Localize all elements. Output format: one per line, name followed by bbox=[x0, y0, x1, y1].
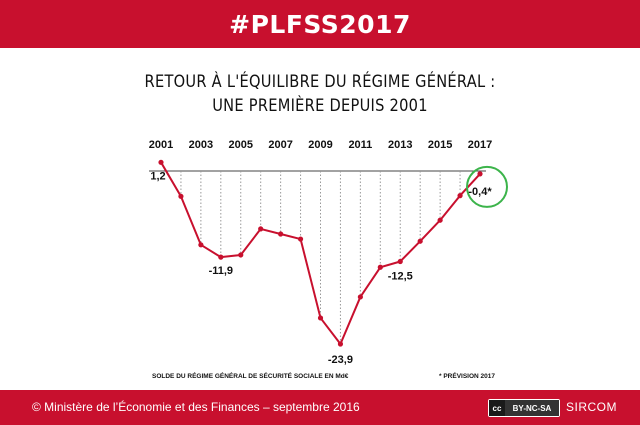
data-point bbox=[437, 217, 443, 223]
data-point bbox=[278, 231, 284, 237]
data-point bbox=[158, 159, 164, 165]
chart-title-line1: RETOUR À L'ÉQUILIBRE DU RÉGIME GÉNÉRAL : bbox=[144, 72, 496, 92]
x-tick-label: 2009 bbox=[308, 139, 332, 151]
data-point bbox=[178, 193, 184, 199]
data-label: -23,9 bbox=[328, 354, 353, 366]
line-chart: 2001 2003 2005 2007 2009 2011 2013 2015 2017 1,2 -… bbox=[149, 139, 508, 380]
x-tick-label: 2015 bbox=[428, 139, 452, 151]
data-label: -11,9 bbox=[209, 265, 233, 277]
data-point bbox=[297, 236, 304, 242]
x-tick-label: 2007 bbox=[268, 139, 292, 151]
x-tick-label: 2017 bbox=[468, 139, 492, 151]
data-point bbox=[337, 341, 344, 347]
data-point bbox=[477, 171, 483, 177]
data-point bbox=[198, 242, 204, 248]
data-point bbox=[218, 254, 224, 260]
data-label: 1,2 bbox=[150, 170, 165, 182]
data-point bbox=[317, 315, 324, 321]
data-point bbox=[258, 226, 264, 232]
source-note: SOLDE DU RÉGIME GÉNÉRAL DE SÉCURITÉ SOCI… bbox=[152, 371, 349, 380]
cc-icon: cc bbox=[489, 400, 505, 416]
x-tick-label: 2011 bbox=[348, 139, 372, 151]
footer-bar: © Ministère de l’Économie et des Finance… bbox=[0, 390, 640, 425]
cc-license-badge: cc BY-NC-SA bbox=[488, 399, 560, 417]
data-point bbox=[238, 252, 244, 258]
data-point bbox=[417, 238, 423, 244]
brand-label: SIRCOM bbox=[566, 400, 617, 414]
footnote: * PRÉVISION 2017 bbox=[439, 371, 495, 380]
data-label: -0,4* bbox=[468, 186, 492, 198]
x-tick-label: 2001 bbox=[149, 139, 173, 151]
data-label: -12,5 bbox=[388, 270, 413, 282]
license-label: BY-NC-SA bbox=[505, 400, 559, 416]
x-tick-label: 2013 bbox=[388, 139, 412, 151]
data-point bbox=[457, 193, 463, 199]
chart-title-line2: UNE PREMIÈRE DEPUIS 2001 bbox=[212, 96, 428, 116]
data-point bbox=[377, 264, 383, 270]
data-point bbox=[357, 294, 363, 300]
copyright-text: © Ministère de l’Économie et des Finance… bbox=[32, 400, 360, 414]
data-point bbox=[397, 258, 403, 265]
highlight-circle bbox=[466, 165, 508, 208]
x-tick-label: 2003 bbox=[189, 139, 213, 151]
x-tick-label: 2005 bbox=[229, 139, 253, 151]
hashtag-title: #PLFSS2017 bbox=[229, 9, 411, 39]
header-bar: #PLFSS2017 bbox=[0, 0, 640, 48]
